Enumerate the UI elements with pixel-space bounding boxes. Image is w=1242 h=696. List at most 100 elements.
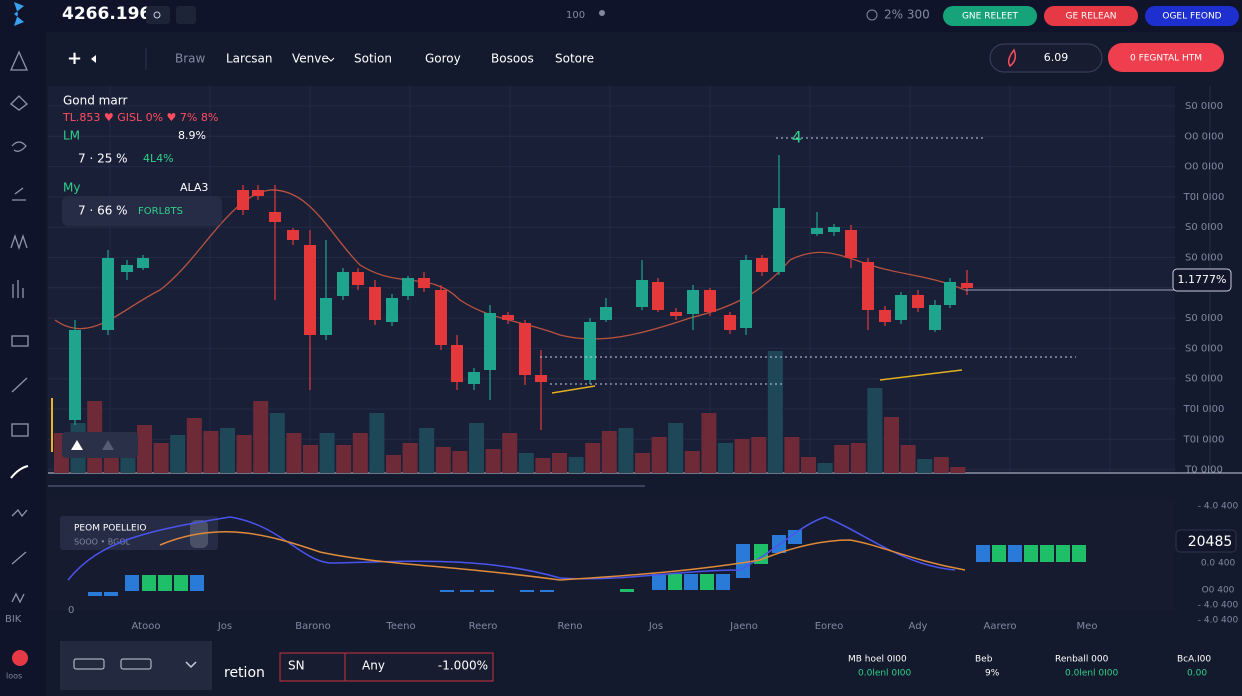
toolbar-tab[interactable]: Goroy xyxy=(425,52,461,66)
candle-body xyxy=(121,265,133,272)
zoom-controls xyxy=(62,432,138,458)
toolbar-value: 6.09 xyxy=(1044,51,1069,64)
header-button[interactable] xyxy=(176,6,196,24)
logo xyxy=(14,2,24,26)
toolbar-tab[interactable]: Sotion xyxy=(354,52,392,66)
toolbar-tab[interactable]: Larcsan xyxy=(226,52,273,66)
indicator-zero: 0 xyxy=(68,605,74,616)
footer-stat-bottom: 9% xyxy=(985,669,1000,679)
header-stat: 2% 300 xyxy=(884,8,930,22)
candle-body xyxy=(636,280,648,307)
price-axis-label: S0 0I00 xyxy=(1185,343,1223,354)
legend-selected[interactable] xyxy=(62,196,222,226)
volume-bar xyxy=(684,451,700,473)
tool-icon[interactable] xyxy=(11,377,28,393)
histogram-bar xyxy=(520,590,534,592)
tool-icon[interactable] xyxy=(10,95,28,111)
histogram-bar xyxy=(620,589,634,592)
volume-bar xyxy=(917,459,933,473)
candle-body xyxy=(584,322,596,380)
header-button[interactable] xyxy=(1044,6,1138,26)
candle-body xyxy=(287,230,299,240)
legend-value: 7 · 66 % xyxy=(78,204,128,218)
user-icon[interactable] xyxy=(599,10,605,16)
trend-line xyxy=(551,369,963,394)
price-axis-label: T0I 0I00 xyxy=(1183,192,1225,203)
header-button-label: GE RELEAN xyxy=(1065,12,1116,22)
indicator-label-box xyxy=(60,516,218,550)
volume-bar xyxy=(884,417,899,473)
tool-icon[interactable] xyxy=(11,592,25,604)
tool-icon[interactable] xyxy=(11,423,29,437)
time-axis-label: Aarero xyxy=(983,621,1016,632)
volume-bar xyxy=(568,457,584,473)
volume-bar xyxy=(900,445,916,473)
tool-icon[interactable] xyxy=(12,280,24,298)
indicator-axis-label: O0 400 xyxy=(1202,586,1235,596)
toolbar-tab[interactable]: Sotore xyxy=(555,52,594,66)
histogram-bar xyxy=(716,574,730,590)
indicator-axis-label: 0.0 400 xyxy=(1201,559,1236,569)
header-button[interactable] xyxy=(943,6,1037,26)
volume-bar xyxy=(319,433,335,473)
time-axis-label: Reno xyxy=(557,621,582,632)
header-button-label: GNE RELEET xyxy=(962,12,1019,22)
price-axis-label: S0 0I00 xyxy=(1185,313,1223,324)
volume-bar xyxy=(518,453,534,473)
price-axis-label: O0 0I00 xyxy=(1184,162,1223,173)
footer-toggle[interactable] xyxy=(120,658,152,670)
tool-icon[interactable] xyxy=(11,141,27,152)
order-box[interactable] xyxy=(279,652,494,682)
footer-toggle[interactable] xyxy=(73,658,105,670)
search-button[interactable] xyxy=(146,6,170,24)
tool-icon[interactable] xyxy=(11,508,28,518)
price-axis-label: T0I 0I00 xyxy=(1183,434,1225,445)
candle-body xyxy=(386,298,398,322)
time-axis-label: Atooo xyxy=(132,621,161,632)
volume-bar xyxy=(452,451,468,473)
add-button[interactable]: + xyxy=(67,48,82,69)
annotation: 4 xyxy=(792,128,802,147)
candle-body xyxy=(137,258,149,268)
volume-bar xyxy=(435,447,451,473)
back-button[interactable] xyxy=(91,55,96,63)
tool-icon[interactable] xyxy=(11,551,27,565)
volume-bar xyxy=(767,351,783,473)
volume-bar xyxy=(585,443,601,473)
legend-value: ALA3 xyxy=(180,181,208,194)
footer-stat-top: Beb xyxy=(975,655,993,665)
zoom-down[interactable] xyxy=(102,440,114,450)
flame-icon xyxy=(1007,48,1017,68)
indicator-subtitle: SOOO • BGOL xyxy=(74,538,131,547)
footer-mode: Any xyxy=(362,659,385,673)
volume-bar xyxy=(751,437,767,473)
tool-icon[interactable] xyxy=(9,50,29,71)
tool-icon[interactable] xyxy=(12,187,26,201)
zoom-up[interactable] xyxy=(71,440,83,450)
price-axis-label: S0 0I00 xyxy=(1185,374,1223,385)
footer-chevron[interactable] xyxy=(185,661,197,669)
sidebar-footer: loos xyxy=(6,672,22,681)
legend-value: 8.9% xyxy=(178,129,206,142)
histogram-bar xyxy=(788,530,802,544)
toolbar-tab[interactable]: Bosoos xyxy=(491,52,534,66)
tool-icon[interactable] xyxy=(10,233,28,251)
footer-stat-top: Renball 000 xyxy=(1055,655,1109,665)
tool-icon[interactable] xyxy=(10,465,29,479)
value-pill[interactable] xyxy=(989,43,1103,73)
legend-title: Gond marr xyxy=(63,94,127,108)
candle-body xyxy=(418,278,430,288)
tool-icon[interactable] xyxy=(11,335,29,347)
candle-body xyxy=(862,262,874,310)
indicator-line xyxy=(67,516,956,581)
action-button[interactable] xyxy=(1108,43,1224,72)
candle-body xyxy=(845,230,857,258)
candle-body xyxy=(600,307,612,320)
header-button[interactable] xyxy=(1145,6,1239,26)
footer-stat-top: MB hoel 0I00 xyxy=(848,655,907,665)
histogram-bar xyxy=(460,590,474,592)
toolbar-tab[interactable]: Venve xyxy=(292,52,329,66)
volume-bar xyxy=(552,453,567,473)
record-button[interactable] xyxy=(12,650,28,666)
toolbar-tab[interactable]: Braw xyxy=(175,52,206,66)
